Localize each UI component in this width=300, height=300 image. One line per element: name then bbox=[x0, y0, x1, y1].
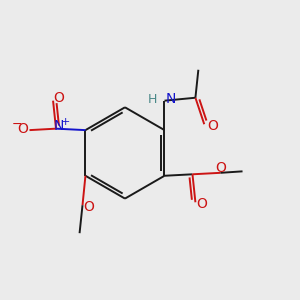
Text: O: O bbox=[53, 91, 64, 105]
Text: −: − bbox=[11, 118, 22, 131]
Text: N: N bbox=[53, 119, 64, 133]
Text: O: O bbox=[83, 200, 94, 214]
Text: O: O bbox=[196, 197, 207, 211]
Text: O: O bbox=[207, 119, 218, 133]
Text: +: + bbox=[61, 117, 70, 127]
Text: O: O bbox=[215, 160, 226, 175]
Text: O: O bbox=[18, 122, 28, 136]
Text: N: N bbox=[165, 92, 176, 106]
Text: H: H bbox=[148, 93, 158, 106]
